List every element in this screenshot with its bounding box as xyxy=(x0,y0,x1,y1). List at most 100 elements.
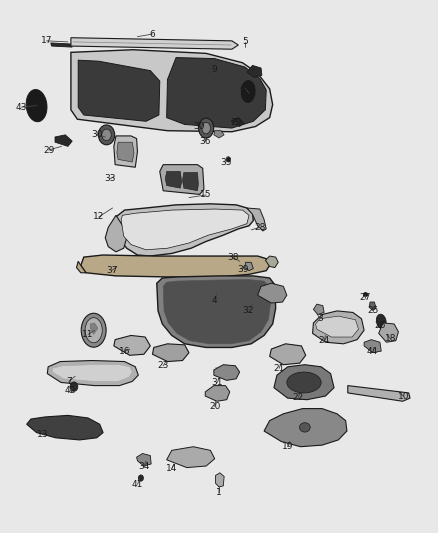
Text: 22: 22 xyxy=(293,393,304,401)
Polygon shape xyxy=(27,415,103,440)
Text: 20: 20 xyxy=(209,402,220,411)
Polygon shape xyxy=(315,316,358,337)
Polygon shape xyxy=(348,385,410,401)
Text: 30: 30 xyxy=(193,122,205,131)
Text: 17: 17 xyxy=(41,36,52,45)
Text: 29: 29 xyxy=(43,146,54,155)
Text: 36: 36 xyxy=(199,136,211,146)
Polygon shape xyxy=(215,473,224,487)
Text: 44: 44 xyxy=(367,346,378,356)
Text: 31: 31 xyxy=(212,378,223,387)
Text: 11: 11 xyxy=(82,330,94,339)
Ellipse shape xyxy=(287,372,321,393)
Ellipse shape xyxy=(99,125,115,145)
Text: 6: 6 xyxy=(150,29,155,38)
Polygon shape xyxy=(160,165,204,195)
Text: 12: 12 xyxy=(93,212,105,221)
Ellipse shape xyxy=(241,80,255,102)
Ellipse shape xyxy=(198,118,214,138)
Polygon shape xyxy=(183,173,198,191)
Polygon shape xyxy=(47,360,138,385)
Polygon shape xyxy=(121,209,249,250)
Ellipse shape xyxy=(85,318,102,343)
Text: 14: 14 xyxy=(166,464,177,473)
Text: 43: 43 xyxy=(239,83,251,92)
Polygon shape xyxy=(78,60,160,122)
Polygon shape xyxy=(314,304,324,314)
Polygon shape xyxy=(313,311,364,344)
Text: 27: 27 xyxy=(359,293,371,302)
Polygon shape xyxy=(379,323,399,342)
Text: 28: 28 xyxy=(254,223,265,232)
Text: 32: 32 xyxy=(243,306,254,316)
Polygon shape xyxy=(77,261,86,273)
Text: 24: 24 xyxy=(318,336,330,345)
Polygon shape xyxy=(152,344,189,361)
Text: 30: 30 xyxy=(91,131,102,139)
Text: 39: 39 xyxy=(237,264,248,273)
Text: 13: 13 xyxy=(37,430,49,439)
Polygon shape xyxy=(264,409,347,447)
Polygon shape xyxy=(51,43,72,47)
Text: 23: 23 xyxy=(158,361,169,370)
Polygon shape xyxy=(231,118,244,126)
Polygon shape xyxy=(364,340,381,353)
Ellipse shape xyxy=(81,313,106,347)
Polygon shape xyxy=(247,66,262,77)
Text: 33: 33 xyxy=(105,174,116,183)
Polygon shape xyxy=(369,302,376,310)
Ellipse shape xyxy=(70,382,78,391)
Text: 18: 18 xyxy=(385,334,396,343)
Polygon shape xyxy=(205,385,230,401)
Text: 19: 19 xyxy=(282,442,293,451)
Text: 26: 26 xyxy=(374,320,385,329)
Text: 37: 37 xyxy=(106,266,117,275)
Text: 10: 10 xyxy=(398,392,410,400)
Polygon shape xyxy=(90,323,98,334)
Text: 9: 9 xyxy=(212,64,218,74)
Polygon shape xyxy=(71,38,238,49)
Text: 43: 43 xyxy=(16,103,27,112)
Text: 35: 35 xyxy=(220,158,232,166)
Polygon shape xyxy=(157,276,276,348)
Text: 25: 25 xyxy=(367,306,378,316)
Polygon shape xyxy=(137,454,151,466)
Text: 7: 7 xyxy=(66,377,72,386)
Ellipse shape xyxy=(26,90,47,122)
Polygon shape xyxy=(53,365,132,382)
Polygon shape xyxy=(274,365,334,400)
Polygon shape xyxy=(166,172,182,188)
Polygon shape xyxy=(55,135,72,147)
Polygon shape xyxy=(166,447,215,467)
Polygon shape xyxy=(247,208,266,231)
Text: 4: 4 xyxy=(212,296,218,305)
Text: 29: 29 xyxy=(230,118,242,127)
Text: 41: 41 xyxy=(132,480,143,489)
Polygon shape xyxy=(116,204,253,256)
Polygon shape xyxy=(258,283,287,303)
Text: 1: 1 xyxy=(216,488,222,497)
Ellipse shape xyxy=(376,314,386,328)
Polygon shape xyxy=(245,262,253,271)
Text: 21: 21 xyxy=(273,364,285,373)
Ellipse shape xyxy=(226,157,230,162)
Polygon shape xyxy=(114,136,138,167)
Ellipse shape xyxy=(300,423,310,432)
Text: 38: 38 xyxy=(227,253,239,262)
Polygon shape xyxy=(166,58,266,128)
Polygon shape xyxy=(163,280,271,344)
Text: 16: 16 xyxy=(119,347,131,356)
Text: 5: 5 xyxy=(242,37,247,46)
Ellipse shape xyxy=(138,475,144,481)
Polygon shape xyxy=(265,256,278,268)
Text: 15: 15 xyxy=(200,190,212,199)
Text: 42: 42 xyxy=(64,386,76,395)
Ellipse shape xyxy=(102,129,111,141)
Text: 3: 3 xyxy=(317,314,323,323)
Polygon shape xyxy=(114,335,150,356)
Polygon shape xyxy=(270,344,306,365)
Polygon shape xyxy=(117,142,134,162)
Polygon shape xyxy=(81,255,270,277)
Polygon shape xyxy=(105,215,127,252)
Polygon shape xyxy=(71,50,272,132)
